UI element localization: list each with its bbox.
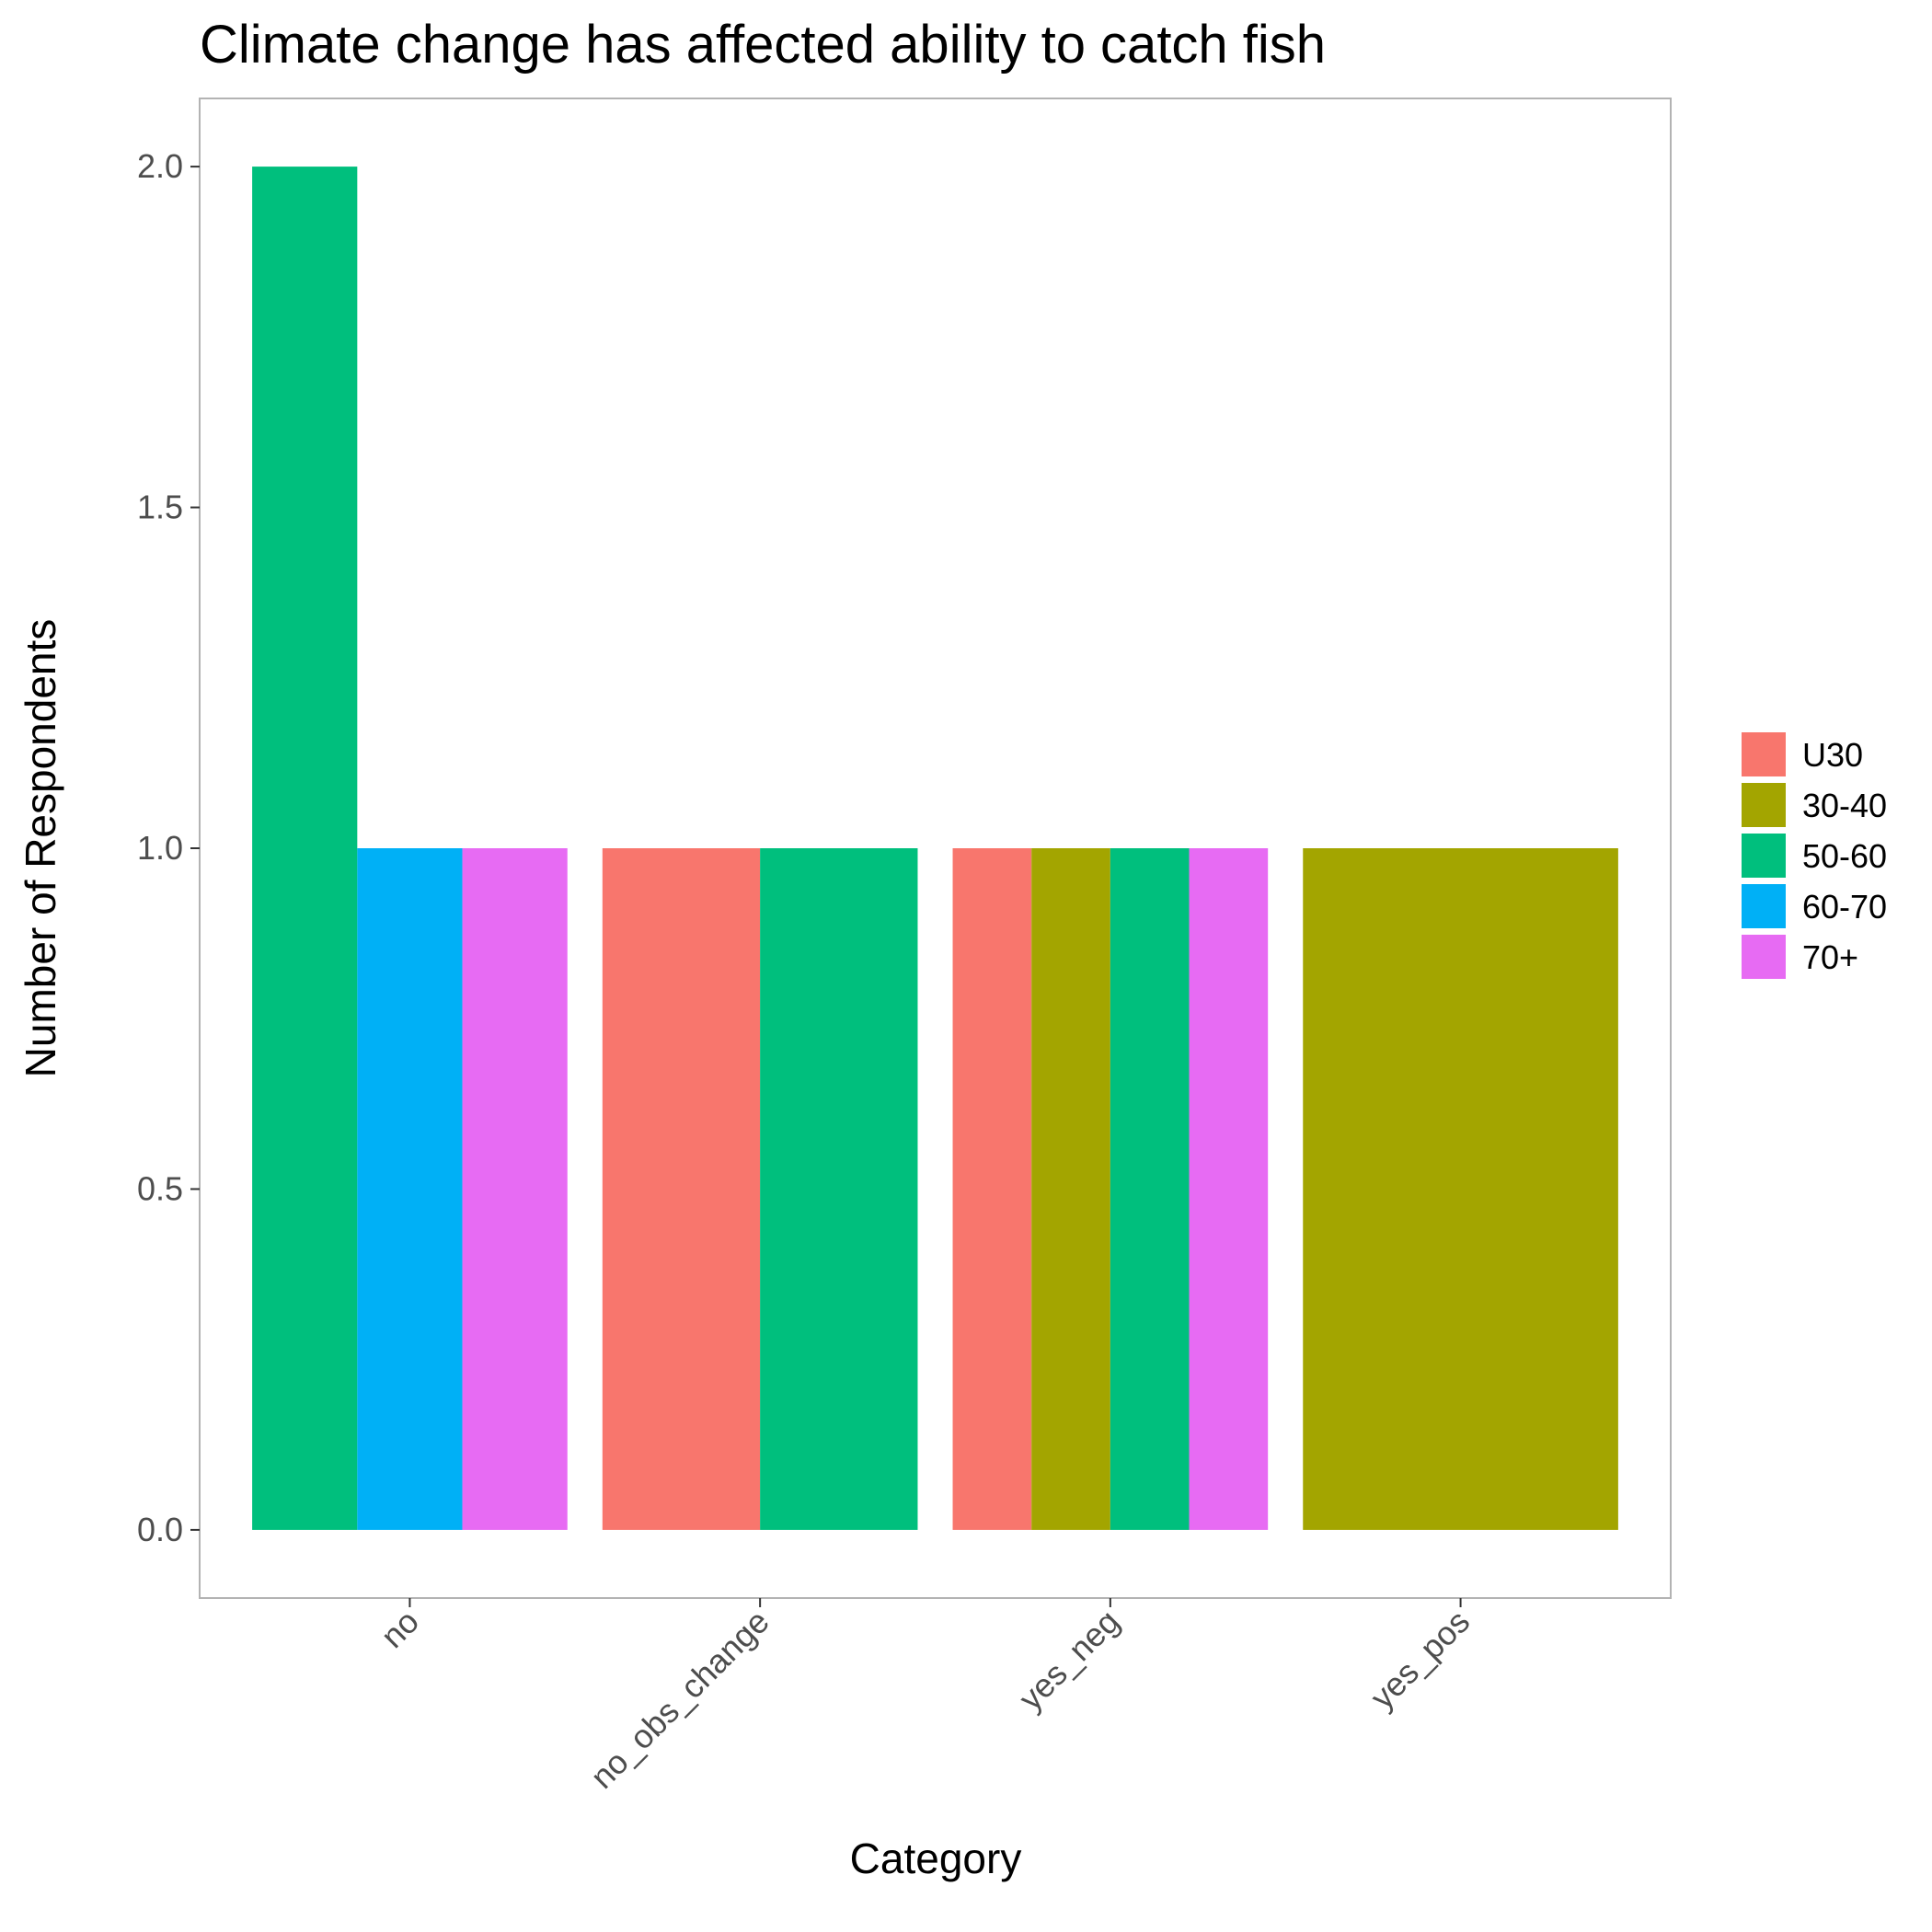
x-tick-label-no: no (374, 1603, 426, 1655)
bar-yes_neg-50-60 (1110, 848, 1190, 1530)
legend-key-U30 (1742, 732, 1786, 776)
legend-key-70+ (1742, 935, 1786, 979)
y-axis: 0.0 0.5 1.0 1.5 2.0 (137, 147, 200, 1548)
bar-no_obs_change-50-60 (760, 848, 918, 1530)
legend-key-60-70 (1742, 884, 1786, 928)
y-tick-label: 1.5 (137, 489, 183, 526)
bar-yes_pos-30-40 (1303, 848, 1618, 1530)
legend-label: U30 (1802, 736, 1863, 774)
legend-label: 50-60 (1802, 837, 1887, 875)
x-tick-label-yes_neg: yes_neg (1011, 1603, 1126, 1718)
chart-title: Climate change has affected ability to c… (200, 15, 1326, 75)
legend-label: 70+ (1802, 938, 1858, 976)
bars-group (252, 167, 1618, 1530)
y-tick-label: 0.5 (137, 1169, 183, 1207)
x-axis-title: Category (850, 1834, 1022, 1882)
legend-key-50-60 (1742, 834, 1786, 878)
bar-yes_neg-30-40 (1031, 848, 1110, 1530)
y-tick-label: 2.0 (137, 147, 183, 185)
bar-no_obs_change-U30 (602, 848, 761, 1530)
bar-no-50-60 (252, 167, 358, 1530)
bar-yes_neg-70+ (1189, 848, 1269, 1530)
bar-no-70+ (462, 848, 568, 1530)
legend-key-30-40 (1742, 783, 1786, 827)
y-axis-title: Number of Respondents (17, 619, 64, 1078)
bar-yes_neg-U30 (952, 848, 1032, 1530)
y-tick-label: 0.0 (137, 1511, 183, 1548)
y-tick-label: 1.0 (137, 829, 183, 867)
legend-label: 60-70 (1802, 888, 1887, 926)
legend: U30 30-40 50-60 60-70 70+ (1742, 732, 1887, 979)
x-tick-label-yes_pos: yes_pos (1363, 1603, 1477, 1717)
x-tick-label-no_obs_change: no_obs_change (583, 1603, 776, 1796)
bar-no-60-70 (357, 848, 463, 1530)
legend-label: 30-40 (1802, 787, 1887, 824)
x-axis: no no_obs_change yes_neg yes_pos (374, 1598, 1477, 1796)
